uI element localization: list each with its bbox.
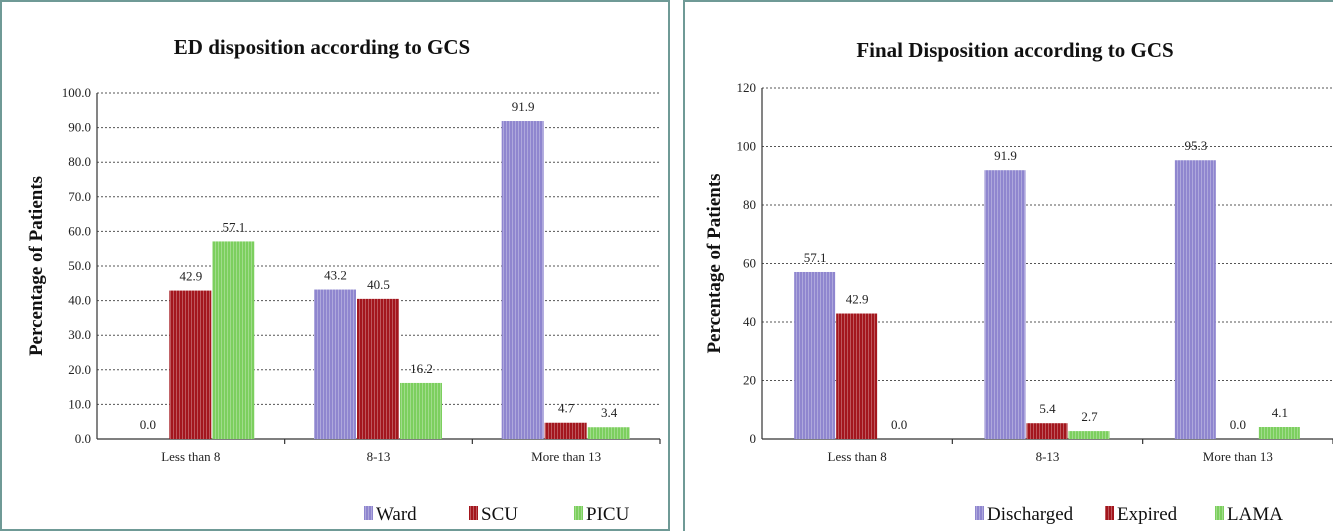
bar-expired-8-13 [1026, 423, 1068, 439]
y-tick-label: 70.0 [68, 189, 91, 204]
data-label-scu-less-than-8: 42.9 [179, 269, 202, 284]
data-label-lama-more-than-13: 4.1 [1272, 405, 1288, 420]
bar-scu-more-than-13 [544, 422, 587, 439]
x-tick-label-8-13: 8-13 [367, 449, 391, 464]
bar-ward-8-13 [314, 289, 356, 439]
bar-ward-more-than-13 [501, 121, 544, 439]
x-tick-label-more-than-13: More than 13 [1203, 449, 1273, 464]
y-tick-label: 80.0 [68, 154, 91, 169]
legend-label: SCU [481, 504, 518, 525]
bar-discharged-less-than-8 [794, 271, 836, 439]
bar-lama-more-than-13 [1258, 427, 1300, 439]
data-label-picu-8-13: 16.2 [410, 361, 433, 376]
x-tick-label-less-than-8: Less than 8 [828, 449, 887, 464]
legend-item-picu: PICU [574, 504, 630, 525]
chart-panel-final-disposition: Final Disposition according to GCS Percen… [683, 0, 1333, 531]
data-label-expired-less-than-8: 42.9 [846, 292, 869, 307]
data-label-scu-8-13: 40.5 [367, 277, 390, 292]
data-label-lama-8-13: 2.7 [1081, 409, 1098, 424]
y-tick-label: 120 [737, 80, 757, 95]
y-tick-label: 40 [743, 314, 756, 329]
y-tick-label: 80 [743, 197, 756, 212]
y-tick-label: 20.0 [68, 362, 91, 377]
legend-item-scu: SCU [469, 504, 518, 525]
bar-picu-8-13 [400, 382, 442, 439]
legend-swatch [364, 506, 373, 520]
x-tick-label-more-than-13: More than 13 [531, 449, 601, 464]
data-label-ward-more-than-13: 91.9 [512, 99, 535, 114]
legend-item-expired: Expired [1105, 504, 1178, 525]
chart-final-disposition: Final Disposition according to GCS Percen… [704, 38, 1333, 525]
legend-swatch [1105, 506, 1114, 520]
data-label-ward-less-than-8: 0.0 [140, 417, 156, 432]
y-tick-label: 100 [737, 139, 757, 154]
legend-label: LAMA [1227, 504, 1283, 525]
legend-label: Expired [1117, 504, 1178, 525]
data-label-expired-8-13: 5.4 [1039, 401, 1056, 416]
bar-lama-8-13 [1068, 431, 1110, 439]
chart-title: ED disposition according to GCS [174, 35, 470, 59]
y-tick-label: 60 [743, 256, 756, 271]
y-tick-label: 90.0 [68, 120, 91, 135]
y-tick-label: 60.0 [68, 223, 91, 238]
chart-title: Final Disposition according to GCS [856, 38, 1173, 62]
legend-label: Discharged [987, 504, 1074, 525]
chart-ed-disposition: ED disposition according to GCS Percentag… [26, 35, 661, 525]
y-tick-label: 100.0 [62, 85, 91, 100]
y-tick-label: 20 [743, 373, 756, 388]
bar-picu-less-than-8 [212, 241, 255, 439]
legend-swatch [574, 506, 583, 520]
data-label-lama-less-than-8: 0.0 [891, 417, 907, 432]
legend-label: Ward [376, 504, 417, 525]
legend-item-lama: LAMA [1215, 504, 1283, 525]
x-tick-label-8-13: 8-13 [1036, 449, 1060, 464]
y-axis-label: Percentage of Patients [704, 173, 725, 353]
data-label-discharged-more-than-13: 95.3 [1184, 138, 1207, 153]
bar-expired-less-than-8 [836, 313, 878, 439]
y-tick-label: 10.0 [68, 396, 91, 411]
data-label-picu-more-than-13: 3.4 [601, 405, 618, 420]
legend-label: PICU [586, 504, 630, 525]
legend-item-ward: Ward [364, 504, 417, 525]
legend-swatch [469, 506, 478, 520]
legend-swatch [1215, 506, 1224, 520]
y-axis-label: Percentage of Patients [26, 176, 47, 356]
x-tick-label-less-than-8: Less than 8 [161, 449, 220, 464]
y-tick-label: 30.0 [68, 327, 91, 342]
y-tick-label: 40.0 [68, 293, 91, 308]
y-tick-label: 0.0 [75, 431, 91, 446]
y-tick-label: 0 [750, 431, 757, 446]
data-label-picu-less-than-8: 57.1 [222, 219, 245, 234]
legend-swatch [975, 506, 984, 520]
data-label-ward-8-13: 43.2 [324, 268, 347, 283]
data-label-discharged-less-than-8: 57.1 [804, 250, 827, 265]
bar-picu-more-than-13 [587, 427, 630, 439]
legend-item-discharged: Discharged [975, 504, 1074, 525]
bar-scu-less-than-8 [169, 290, 212, 439]
data-label-scu-more-than-13: 4.7 [558, 401, 575, 416]
chart-panel-ed-disposition: ED disposition according to GCS Percentag… [0, 0, 670, 531]
y-tick-label: 50.0 [68, 258, 91, 273]
bar-discharged-more-than-13 [1174, 160, 1216, 439]
data-label-discharged-8-13: 91.9 [994, 148, 1017, 163]
data-label-expired-more-than-13: 0.0 [1230, 417, 1246, 432]
bar-scu-8-13 [357, 298, 399, 439]
bar-discharged-8-13 [984, 170, 1026, 439]
